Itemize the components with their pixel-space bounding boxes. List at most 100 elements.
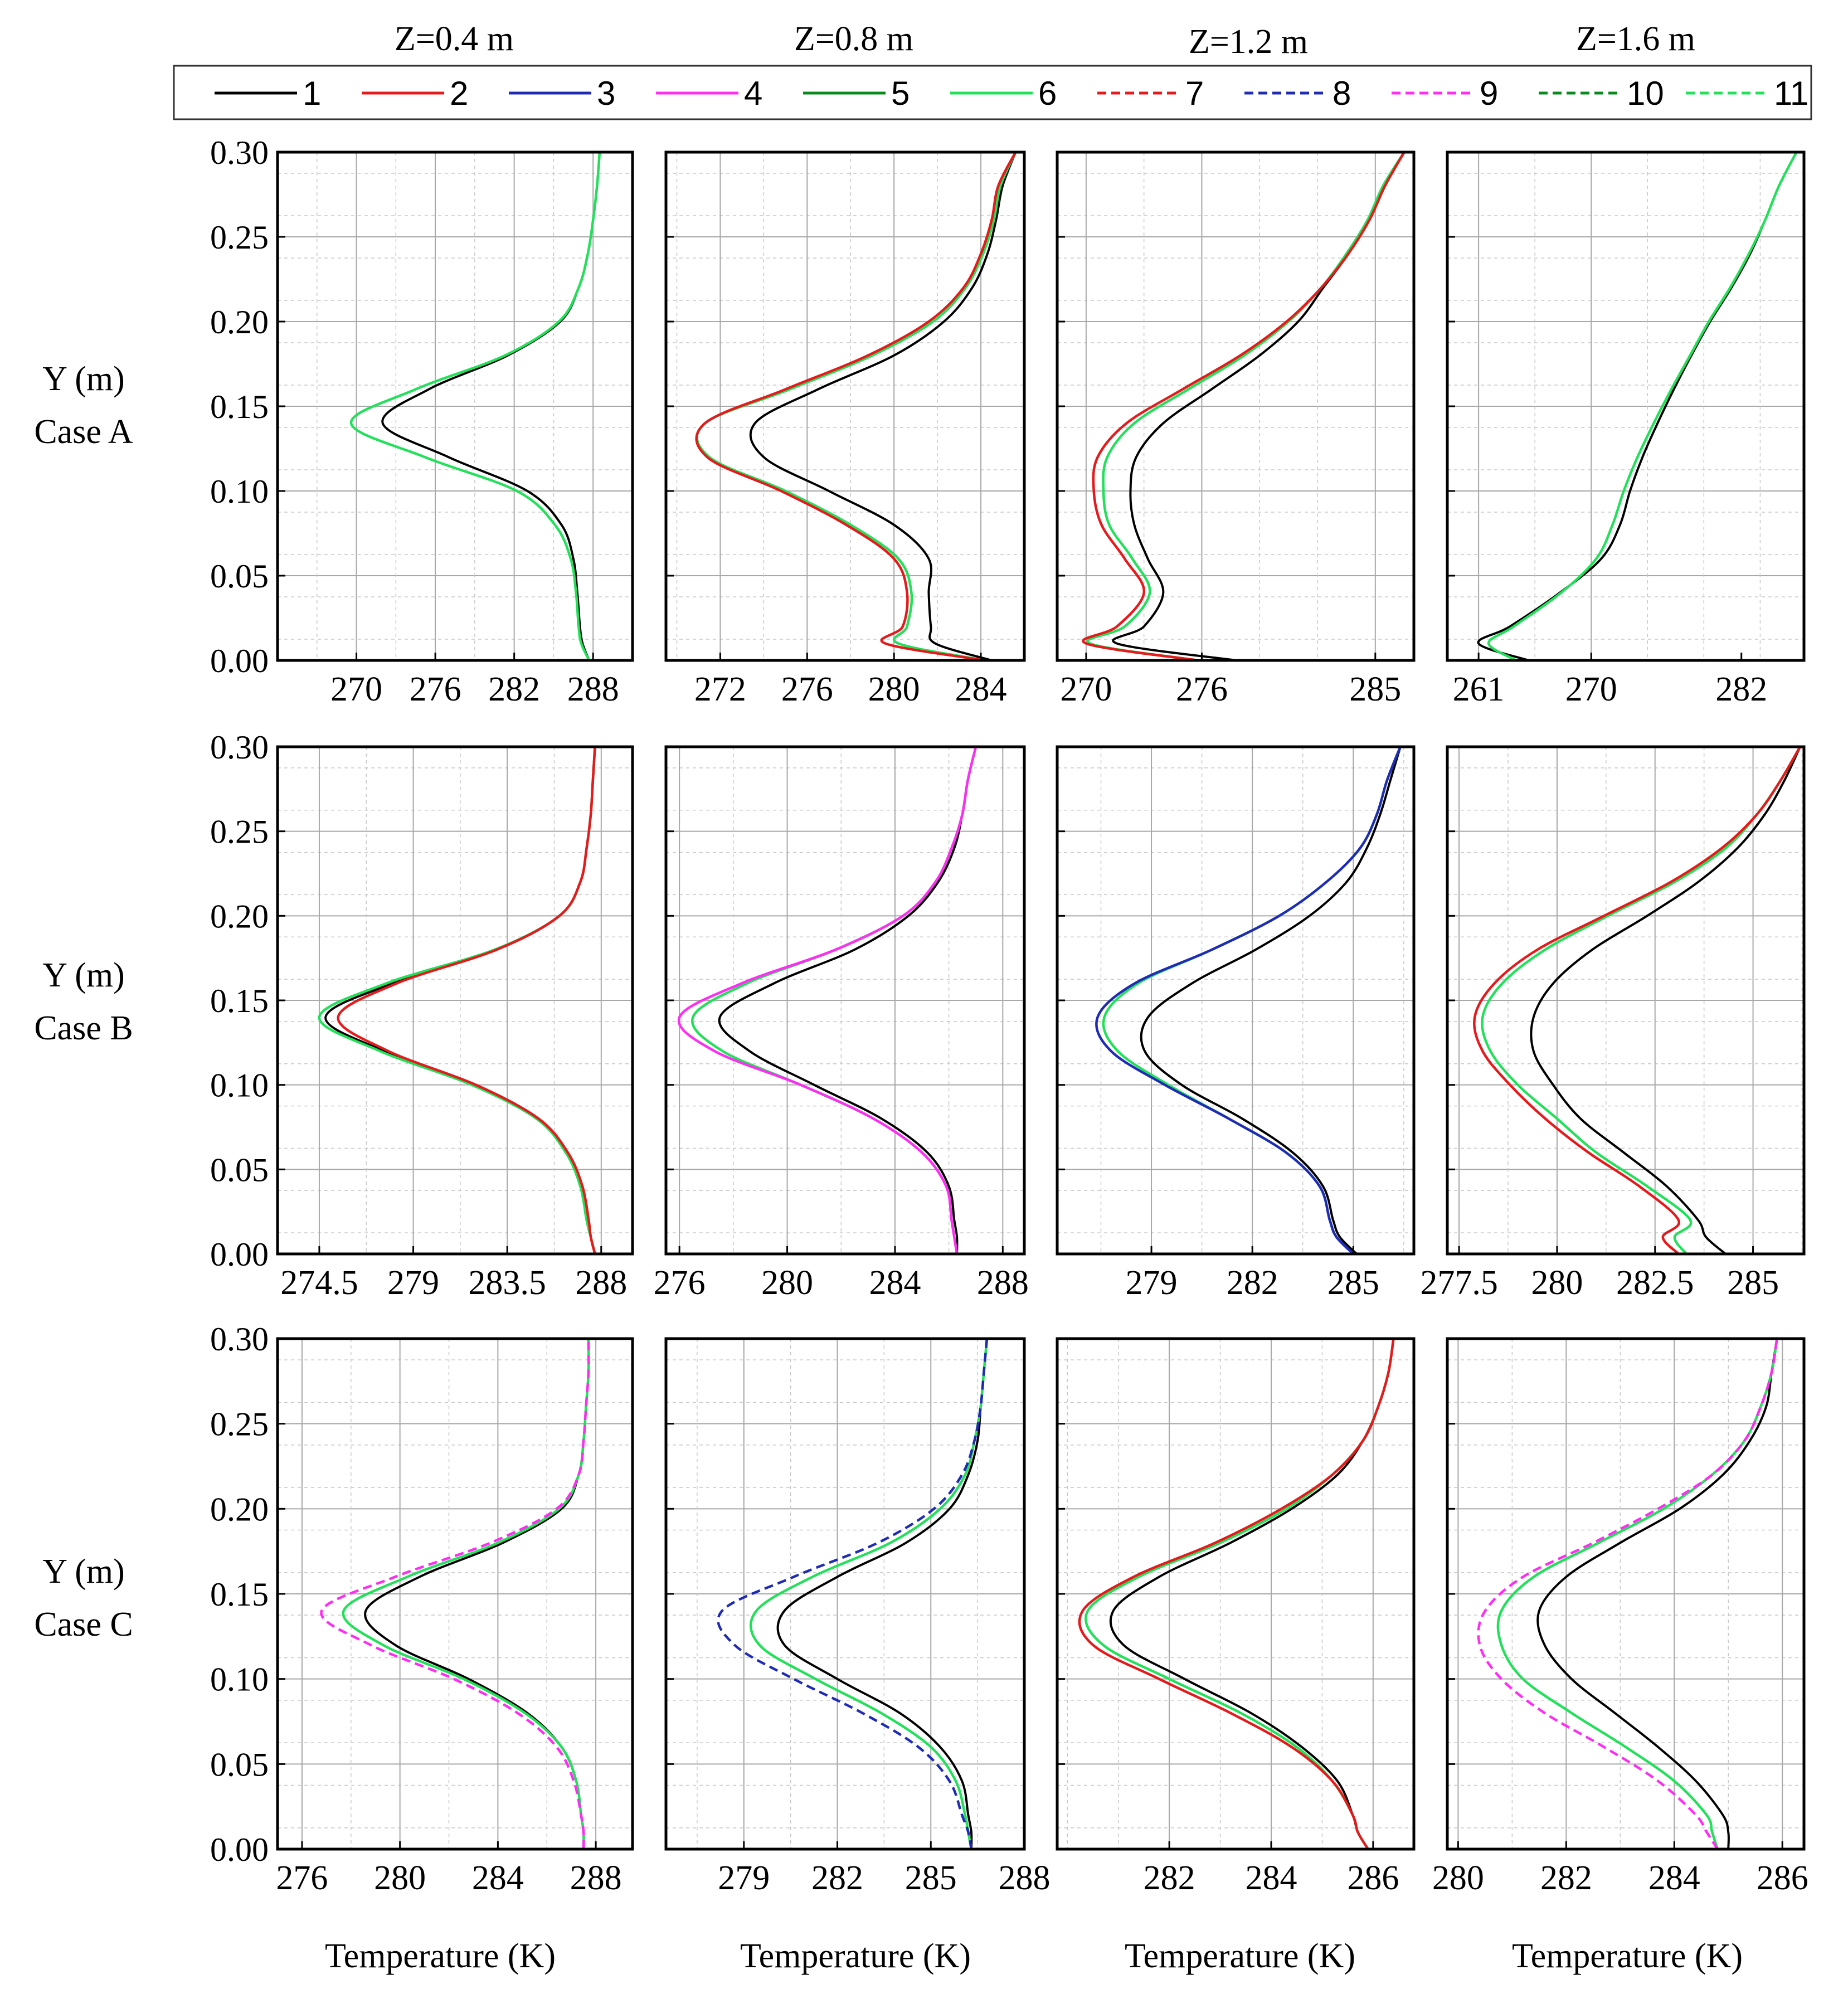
y-tick-label-row3-1: 0.05 [210,1746,269,1783]
y-tick-label-row1-1: 0.05 [210,558,269,595]
y-tick-label-row3-0: 0.00 [210,1831,269,1868]
x-tick-label: 288 [570,1859,622,1897]
legend-entry-9: 9 [1392,75,1498,112]
x-tick-label: 270 [1565,670,1617,708]
series-group [717,1339,989,1849]
x-tick-label: 284 [1648,1859,1700,1897]
panel-case-b-z-0-4-m: 274.5 279 283.5 288 [276,745,634,1302]
legend-label-11: 11 [1774,75,1808,112]
x-tick-label: 280 [761,1264,813,1302]
panel-case-b-z-1-2-m: 279 282 285 [1056,745,1416,1302]
col-header-z12: Z=1.2 m [1189,23,1308,61]
series-group [1473,747,1801,1254]
series-line-2 [1078,1339,1395,1849]
x-tick-label: 284 [1246,1859,1297,1897]
row-label-ylabel-b: Y (m) [42,956,125,994]
x-tick-label: 270 [1060,670,1112,708]
series-line-3 [1095,747,1402,1254]
y-tick-label-row2-4: 0.20 [210,898,269,935]
series-line-2 [1473,747,1801,1254]
y-tick-label-row3-5: 0.25 [210,1406,269,1443]
y-tick-label-row2-1: 0.05 [210,1151,269,1188]
panel-case-a-z-1-2-m: 270 276 285 [1056,150,1416,708]
x-tick-label: 284 [472,1859,524,1897]
series-group [695,152,1017,660]
x-tick-label: 276 [410,670,461,708]
row-label-case-c: Case C [34,1606,133,1643]
series-line-8 [717,1339,989,1849]
x-tick-label: 288 [977,1264,1029,1302]
legend-label-2: 2 [450,75,468,112]
x-tick-label: 276 [1176,670,1228,708]
column-headers: Z=0.4 m Z=0.8 m Z=1.2 m Z=1.6 m [395,20,1695,61]
x-tick-label: 282 [1715,670,1767,708]
series-line-9 [1477,1339,1778,1849]
x-tick-label: 285 [1349,670,1401,708]
y-tick-label-row3-2: 0.10 [210,1661,269,1698]
x-tick-label: 276 [781,670,833,708]
series-group [1477,152,1798,660]
x-tick-label: 286 [1347,1859,1399,1897]
series-line-1 [718,747,977,1254]
x-tick-label: 280 [868,670,920,708]
x-tick-label: 288 [575,1264,627,1302]
y-tick-label-row2-3: 0.15 [210,983,269,1019]
x-tick-label: 284 [869,1264,921,1302]
y-tick-label-row1-2: 0.10 [210,473,269,510]
x-tick-label: 286 [1757,1859,1808,1897]
series-group [320,1339,590,1849]
y-tick-label-row1-0: 0.00 [210,643,269,679]
series-line-2 [337,747,596,1254]
panel-case-a-z-0-8-m: 272 276 280 284 [664,150,1026,708]
series-line-1 [749,152,1017,660]
x-tick-label: 285 [1327,1264,1379,1302]
col-header-z08: Z=0.8 m [794,20,913,58]
panels: 270 276 282 288 272 276 280 284 270 276 285 261 270 2… [276,150,1808,1897]
legend-entry-6: 6 [950,75,1057,112]
row-label-case-b: Case B [34,1009,133,1047]
x-axis-title-z16: Temperature (K) [1512,1937,1743,1975]
series-group [1095,747,1402,1254]
y-tick-label-row3-4: 0.20 [210,1491,269,1528]
x-tick-label: 270 [330,670,382,708]
x-axis-title-z04: Temperature (K) [325,1937,556,1975]
legend-label-7: 7 [1185,75,1204,112]
panel-case-c-z-0-4-m: 276 280 284 288 [276,1337,634,1897]
x-axis-titles: Temperature (K) Temperature (K) Temperat… [325,1937,1743,1975]
x-tick-label: 272 [694,670,746,708]
series-group [318,747,596,1254]
row-label-case-a: Case A [34,413,133,451]
x-tick-label: 276 [276,1859,328,1897]
series-line-6 [1086,152,1406,660]
legend-label-1: 1 [303,75,321,112]
x-tick-label: 282 [811,1859,863,1897]
series-line-6 [349,152,601,660]
panel-case-b-z-0-8-m: 276 280 284 288 [654,745,1029,1302]
y-tick-label-row2-5: 0.25 [210,814,269,850]
panel-case-c-z-1-2-m: 282 284 286 [1056,1337,1416,1897]
x-tick-label: 261 [1453,670,1505,708]
y-tick-labels: 0.00 0.05 0.10 0.15 0.20 0.25 0.30 0.00 0.05 0.10… [210,134,269,1868]
series-line-2 [1082,152,1406,660]
x-tick-label: 284 [955,670,1007,708]
x-tick-label: 283.5 [468,1264,546,1302]
y-tick-label-row1-3: 0.15 [210,388,269,425]
x-tick-label: 279 [1126,1264,1178,1302]
legend: 1 2 3 4 5 6 7 8 9 10 11 [173,65,1812,120]
row-label-ylabel-a: Y (m) [42,360,125,398]
legend-entry-4: 4 [656,75,762,112]
legend-entry-5: 5 [803,75,910,112]
y-tick-label-row2-0: 0.00 [210,1236,269,1273]
x-tick-label: 288 [567,670,619,708]
series-line-2 [695,152,1017,660]
legend-entry-10: 10 [1539,75,1664,112]
series-line-1 [1536,1339,1778,1849]
panel-case-c-z-0-8-m: 279 282 285 288 [664,1337,1051,1897]
y-tick-label-row1-4: 0.20 [210,304,269,341]
legend-label-3: 3 [597,75,615,112]
col-header-z16: Z=1.6 m [1576,20,1695,58]
x-tick-label: 282 [1144,1859,1195,1897]
x-tick-label: 280 [1432,1859,1484,1897]
panel-case-a-z-1-6-m: 261 270 282 [1446,150,1806,708]
